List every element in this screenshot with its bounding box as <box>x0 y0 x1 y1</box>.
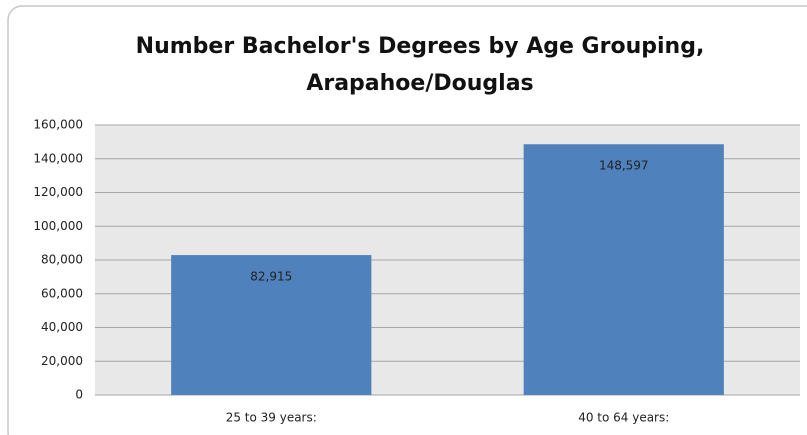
bar <box>171 255 372 395</box>
y-tick-label: 20,000 <box>41 354 83 368</box>
data-label: 82,915 <box>250 270 292 284</box>
bar <box>523 144 724 395</box>
data-label: 148,597 <box>599 159 649 173</box>
y-tick-label: 60,000 <box>41 286 83 300</box>
x-tick-label: 40 to 64 years: <box>578 411 669 425</box>
y-tick-label: 0 <box>75 388 83 402</box>
y-tick-label: 40,000 <box>41 320 83 334</box>
y-tick-label: 80,000 <box>41 253 83 267</box>
y-tick-label: 140,000 <box>33 151 83 165</box>
y-tick-label: 100,000 <box>33 219 83 233</box>
y-tick-label: 160,000 <box>33 118 83 132</box>
chart-title: Arapahoe/Douglas <box>306 71 533 96</box>
x-tick-label: 25 to 39 years: <box>226 411 317 425</box>
chart-title: Number Bachelor's Degrees by Age Groupin… <box>136 34 705 59</box>
y-tick-label: 120,000 <box>33 185 83 199</box>
